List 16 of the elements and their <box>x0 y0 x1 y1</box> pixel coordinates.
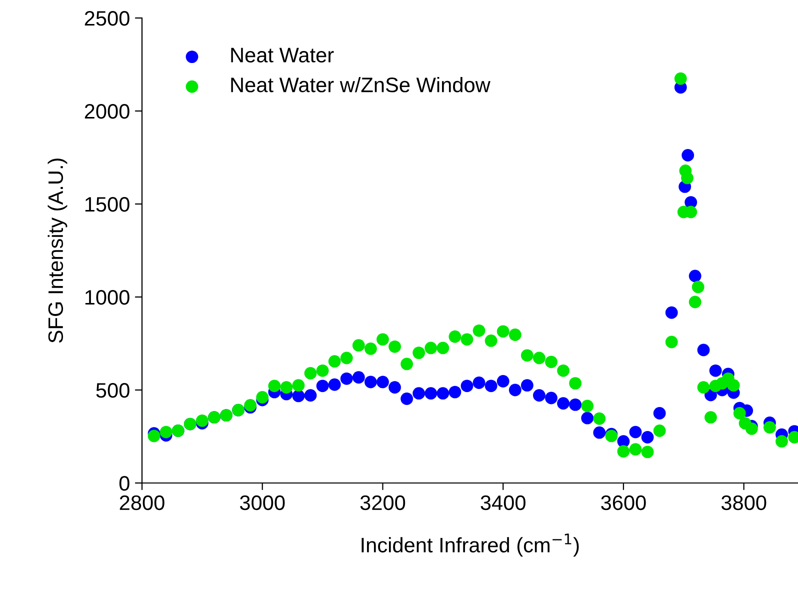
y-tick-label: 0 <box>119 476 130 491</box>
x-tick-label: 3800 <box>721 495 766 510</box>
x-tick-label: 3200 <box>360 495 406 510</box>
x-tick-label: 3400 <box>480 495 526 510</box>
y-tick-label: 2500 <box>84 11 130 26</box>
y-tick-label: 1500 <box>85 197 130 212</box>
y-axis-title: SFG Intensity (A.U.) <box>48 158 68 343</box>
x-tick-label: 2800 <box>120 495 164 510</box>
y-tick-label: 500 <box>96 383 130 398</box>
x-tick-label: 3600 <box>601 495 646 510</box>
x-axis-title: Incident Infrared (cm$^{−1}$) <box>362 534 579 557</box>
legend-label: Neat Water <box>231 48 334 62</box>
legend-label: Neat Water w/ZnSe Window <box>231 77 490 92</box>
y-tick-label: 1000 <box>85 290 130 305</box>
y-tick-label: 2000 <box>84 104 130 119</box>
x-tick-label: 3000 <box>240 495 285 510</box>
